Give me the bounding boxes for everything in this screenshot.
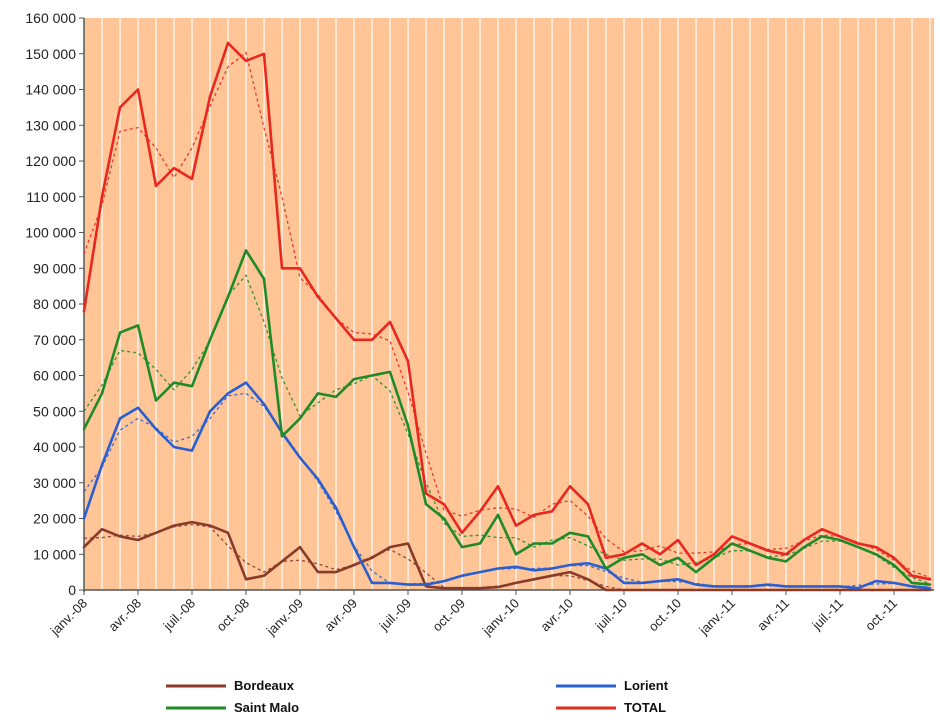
y-tick-label: 100 000 — [25, 225, 76, 241]
x-tick-label: oct.-10 — [645, 596, 684, 635]
series-line-total — [82, 41, 932, 581]
x-tick-label: juil.-10 — [592, 596, 630, 634]
x-tick-label: juil.-08 — [160, 596, 198, 634]
series-line-lorient — [82, 381, 932, 590]
y-axis-ticks: 0 10 000 20 000 30 000 40 000 50 000 60 000 70 … — [25, 10, 84, 598]
x-tick-label: janv.-09 — [263, 596, 306, 639]
x-tick-label: oct.-08 — [213, 596, 252, 635]
y-tick-label: 10 000 — [33, 546, 76, 562]
y-tick-label: 140 000 — [25, 82, 76, 98]
y-tick-label: 50 000 — [33, 403, 76, 419]
plot-background — [84, 18, 934, 590]
y-tick-label: 160 000 — [25, 10, 76, 26]
y-tick-label: 40 000 — [33, 439, 76, 455]
x-tick-label: avr.-09 — [321, 596, 360, 635]
y-tick-label: 0 — [68, 582, 76, 598]
y-tick-label: 110 000 — [26, 189, 76, 205]
x-tick-label: avr.-10 — [537, 596, 576, 635]
x-tick-label: oct.-09 — [429, 596, 468, 635]
y-tick-label: 70 000 — [33, 332, 76, 348]
series-lines — [82, 41, 932, 592]
legend-label: Bordeaux — [234, 678, 295, 693]
y-tick-label: 90 000 — [33, 260, 76, 276]
x-tick-label: juil.-09 — [376, 596, 414, 634]
vertical-gridlines — [83, 18, 931, 590]
y-tick-label: 150 000 — [25, 46, 76, 62]
x-tick-label: oct.-11 — [862, 596, 900, 634]
x-axis-ticks: janv.-08 avr.-08 juil.-08 oct.-08 janv.-09 av… — [47, 590, 900, 639]
y-tick-label: 130 000 — [25, 117, 76, 133]
y-tick-label: 30 000 — [33, 475, 76, 491]
x-tick-label: avr.-11 — [754, 596, 792, 634]
y-tick-label: 80 000 — [33, 296, 76, 312]
x-tick-label: janv.-10 — [479, 596, 522, 639]
x-tick-label: juil.-11 — [808, 596, 846, 634]
y-tick-label: 20 000 — [33, 511, 76, 527]
x-tick-label: janv.-08 — [47, 596, 90, 639]
series-line-bordeaux — [82, 520, 932, 592]
legend-label: Saint Malo — [234, 700, 299, 715]
x-tick-label: janv.-11 — [695, 596, 738, 639]
y-tick-label: 120 000 — [25, 153, 76, 169]
x-tick-label: avr.-08 — [105, 596, 144, 635]
series-line-saint-malo — [82, 249, 932, 586]
y-tick-label: 60 000 — [33, 368, 76, 384]
legend-label: TOTAL — [624, 700, 666, 715]
legend: Bordeaux Saint Malo Lorient TOTAL — [166, 678, 669, 715]
legend-label: Lorient — [624, 678, 669, 693]
